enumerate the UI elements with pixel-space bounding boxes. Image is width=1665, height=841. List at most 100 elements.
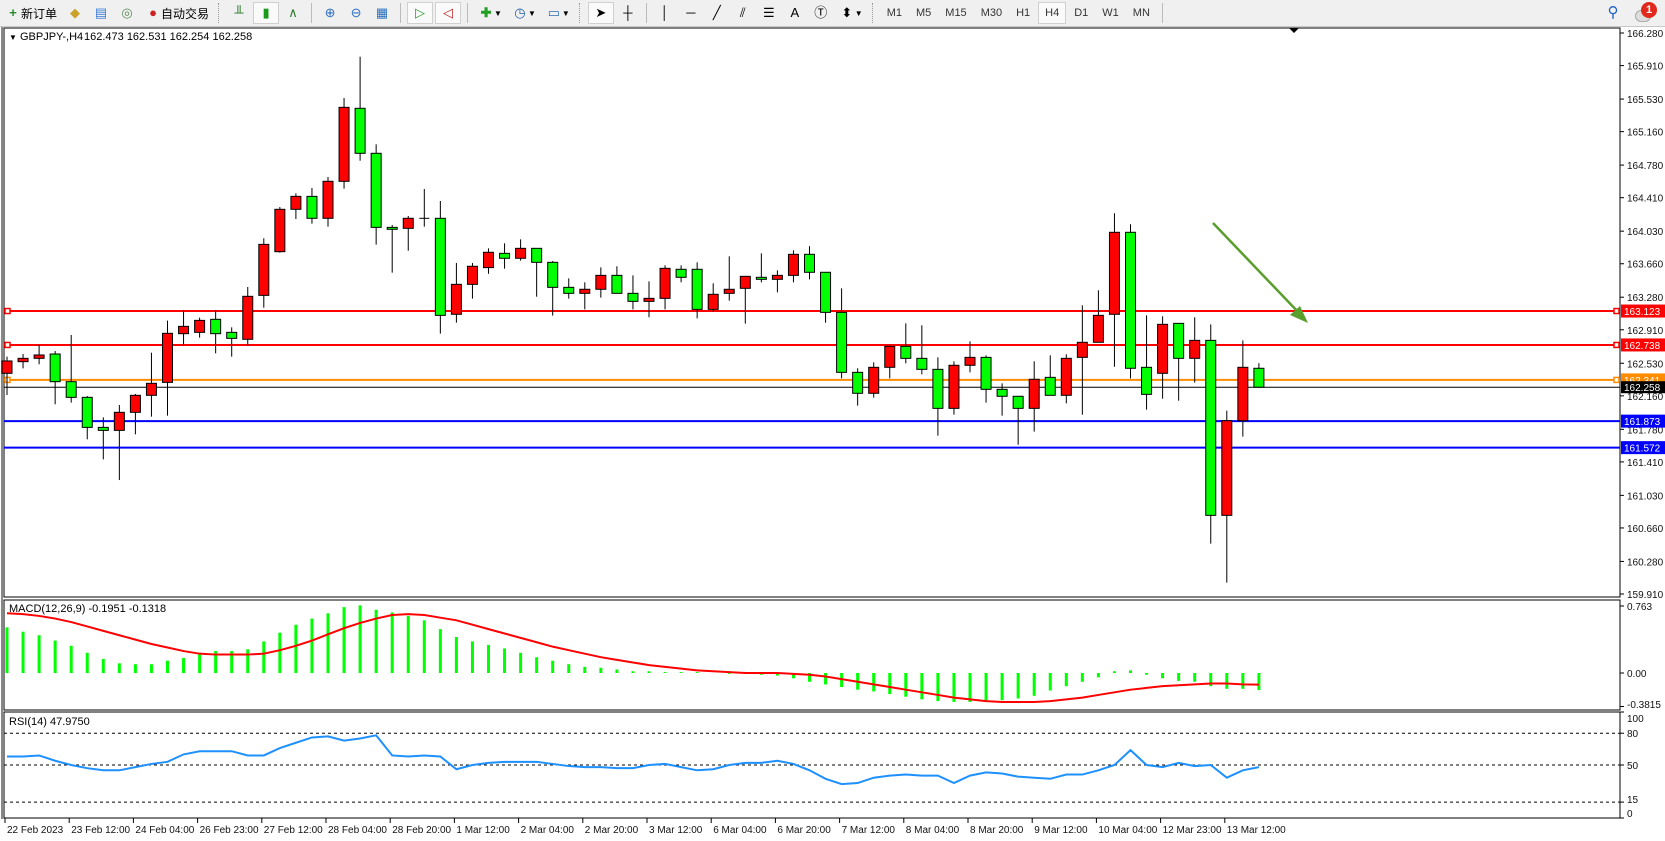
candle xyxy=(1253,363,1265,388)
price-level-label: 163.123 xyxy=(1624,307,1661,318)
text-label-tool[interactable]: Ⓣ xyxy=(809,2,833,24)
crosshair-icon: ┼ xyxy=(623,5,633,20)
candle xyxy=(466,262,478,299)
candlestick-button[interactable]: ▮ xyxy=(253,2,280,24)
auto-scroll-button[interactable]: ▷ xyxy=(407,2,434,24)
candle-body xyxy=(1028,378,1040,409)
timeframe-h1-button[interactable]: H1 xyxy=(1016,7,1031,19)
timeframe-m5-button[interactable]: M5 xyxy=(916,7,932,19)
candle-body xyxy=(33,354,45,359)
macd-signal-line xyxy=(6,612,1259,703)
search-icon[interactable]: ⚲ xyxy=(1607,4,1619,21)
candle xyxy=(739,275,751,324)
candle xyxy=(531,247,543,297)
crosshair-tool[interactable]: ┼ xyxy=(616,2,640,24)
candle-body xyxy=(515,247,527,259)
candle-body xyxy=(65,381,77,398)
macd-label: MACD(12,26,9) -0.1951 -0.1318 xyxy=(9,603,166,615)
navigator-button[interactable]: ▤ xyxy=(89,2,113,24)
candle xyxy=(1221,410,1233,583)
tile-icon: ▦ xyxy=(375,5,389,20)
chart-menu-triangle-icon[interactable]: ▼ xyxy=(9,33,17,42)
arrows-tool[interactable]: ⬍ ▼ xyxy=(835,2,867,24)
market-watch-button[interactable]: ◆ xyxy=(63,2,87,24)
timeframe-d1-button[interactable]: D1 xyxy=(1074,7,1089,19)
timeframe-m1-button[interactable]: M1 xyxy=(886,7,902,19)
text-tool[interactable]: A xyxy=(783,2,807,24)
candle xyxy=(996,383,1008,416)
candle xyxy=(434,201,446,334)
candle-body xyxy=(531,247,543,263)
price-axis-label: 165.910 xyxy=(1627,62,1664,73)
candle-body xyxy=(49,353,61,383)
fibonacci-tool[interactable]: ☰ xyxy=(757,2,781,24)
chart-shift-button[interactable]: ◁ xyxy=(435,2,462,24)
periods-button[interactable]: ◷ ▼ xyxy=(508,2,540,24)
auto-scroll-icon: ▷ xyxy=(415,5,426,20)
zoom-in-button[interactable]: ⊕ xyxy=(318,2,342,24)
indicators-button[interactable]: ✚ ▼ xyxy=(474,2,506,24)
timeframe-m15-button[interactable]: M15 xyxy=(945,7,967,19)
templates-button[interactable]: ▭ ▼ xyxy=(542,2,574,24)
price-axis-label: 161.410 xyxy=(1627,458,1664,469)
candle-body xyxy=(755,276,767,280)
candle-body xyxy=(450,283,462,315)
line-chart-button[interactable]: ∧ xyxy=(281,2,305,24)
candle xyxy=(65,334,77,403)
cursor-tool[interactable]: ➤ xyxy=(587,2,614,24)
candle xyxy=(194,317,206,338)
candle xyxy=(1157,316,1169,399)
line-anchor-handle xyxy=(1613,307,1620,315)
candle xyxy=(932,357,944,436)
zoom-out-button[interactable]: ⊖ xyxy=(344,2,368,24)
candle xyxy=(306,188,318,224)
candle-body xyxy=(226,331,238,339)
timeframe-h4-button[interactable]: H4 xyxy=(1038,2,1067,24)
candle xyxy=(1141,315,1153,410)
text-icon: A xyxy=(790,5,800,20)
candle-body xyxy=(996,388,1008,397)
candle xyxy=(354,56,366,161)
price-panel: 166.280 165.910 165.530 165.160 164.780 164.4… xyxy=(1,27,1665,841)
time-axis-label: 28 Feb 20:00 xyxy=(392,825,451,836)
vertical-line-tool[interactable]: │ xyxy=(653,2,677,24)
horizontal-line-tool[interactable]: ─ xyxy=(679,2,703,24)
new-order-button[interactable]: + 新订单 xyxy=(1,2,61,24)
candle-body xyxy=(627,292,639,302)
candle-body xyxy=(129,394,141,413)
tile-windows-button[interactable]: ▦ xyxy=(370,2,394,24)
candle-body xyxy=(97,426,109,431)
candle-body xyxy=(162,332,173,383)
candle xyxy=(129,393,141,435)
timeframe-w1-button[interactable]: W1 xyxy=(1102,7,1119,19)
timeframe-mn-button[interactable]: MN xyxy=(1132,7,1150,19)
candle-body xyxy=(707,293,719,310)
arrow-annotation-shaft xyxy=(1212,222,1301,315)
candle xyxy=(113,405,125,481)
notifications-button[interactable]: 1 xyxy=(1635,2,1657,24)
time-axis-label: 8 Mar 04:00 xyxy=(906,825,960,836)
equidistant-channel-tool[interactable]: ⫽ xyxy=(731,2,755,24)
price-axis-label: 165.160 xyxy=(1627,128,1664,139)
candle xyxy=(274,207,286,253)
signals-button[interactable]: ◎ xyxy=(115,2,139,24)
timeframe-bar: M1 M5 M15 M30 H1 H4 D1 W1 MN xyxy=(880,2,1157,24)
candle xyxy=(627,275,639,310)
bar-chart-button[interactable]: ╨ xyxy=(227,2,251,24)
candle xyxy=(17,354,29,369)
price-level-tag xyxy=(1621,414,1665,428)
cursor-icon: ➤ xyxy=(595,5,607,20)
time-axis-label: 22 Feb 2023 xyxy=(7,825,64,836)
candle xyxy=(1108,213,1120,367)
candle xyxy=(643,281,655,318)
timeframe-m30-button[interactable]: M30 xyxy=(980,7,1003,19)
candle-body xyxy=(1189,339,1201,359)
candle xyxy=(499,243,511,269)
chart-window[interactable]: 166.280 165.910 165.530 165.160 164.780 164.4… xyxy=(0,27,1665,841)
candle-body xyxy=(884,345,896,368)
candle-body xyxy=(739,275,751,289)
candle xyxy=(483,248,494,274)
trendline-tool[interactable]: ╱ xyxy=(705,2,729,24)
candle xyxy=(771,270,783,293)
auto-trading-button[interactable]: ● 自动交易 xyxy=(141,2,213,24)
